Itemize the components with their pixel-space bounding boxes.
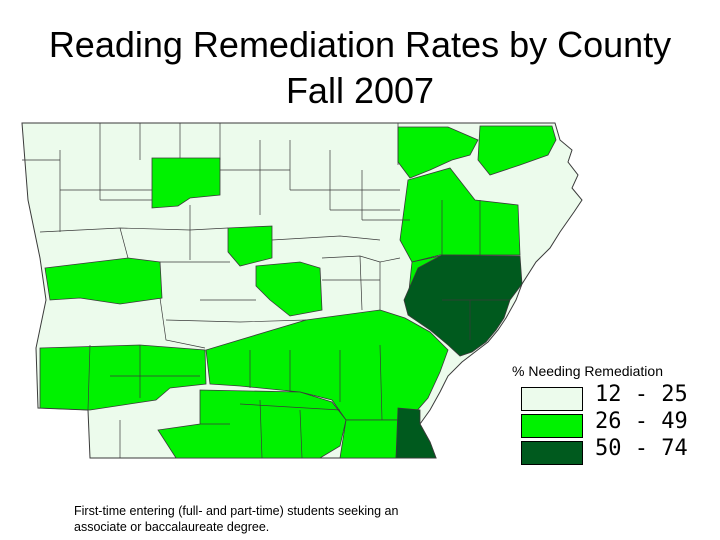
county-region — [39, 344, 207, 411]
legend-swatch-low — [521, 387, 583, 411]
county-region — [339, 419, 401, 459]
county-line — [59, 123, 399, 232]
county-line — [87, 344, 383, 421]
county-line — [119, 399, 341, 459]
legend-label-low: 12 - 25 — [595, 382, 688, 407]
county-region — [403, 254, 523, 357]
county-line — [22, 159, 410, 221]
counties-50-74 — [395, 254, 523, 459]
county-region — [399, 167, 521, 263]
county-region — [397, 126, 479, 179]
legend-item-high: 50 - 74 — [521, 436, 701, 467]
title-line-2: Fall 2007 — [285, 70, 435, 111]
legend-item-mid: 26 - 49 — [521, 409, 701, 440]
county-line — [39, 205, 401, 263]
county-region — [477, 125, 557, 176]
county-region — [157, 389, 347, 459]
legend-label-mid: 26 - 49 — [595, 409, 688, 434]
title-line-1: Reading Remediation Rates by County — [48, 24, 672, 65]
county-region — [255, 261, 323, 317]
map-title: Reading Remediation Rates by County Fall… — [0, 22, 720, 114]
legend-swatch-mid — [521, 414, 583, 438]
county-region — [227, 225, 273, 267]
legend-item-low: 12 - 25 — [521, 382, 701, 413]
footnote: First-time entering (full- and part-time… — [74, 504, 399, 534]
legend-swatch-high — [521, 441, 583, 465]
county-lines — [22, 123, 510, 459]
legend-label-high: 50 - 74 — [595, 436, 688, 461]
county-line — [159, 255, 381, 349]
county-region — [44, 257, 163, 305]
counties-26-49 — [39, 125, 557, 459]
county-region — [395, 407, 437, 459]
legend-title: % Needing Remediation — [512, 363, 663, 379]
county-line — [441, 200, 510, 340]
